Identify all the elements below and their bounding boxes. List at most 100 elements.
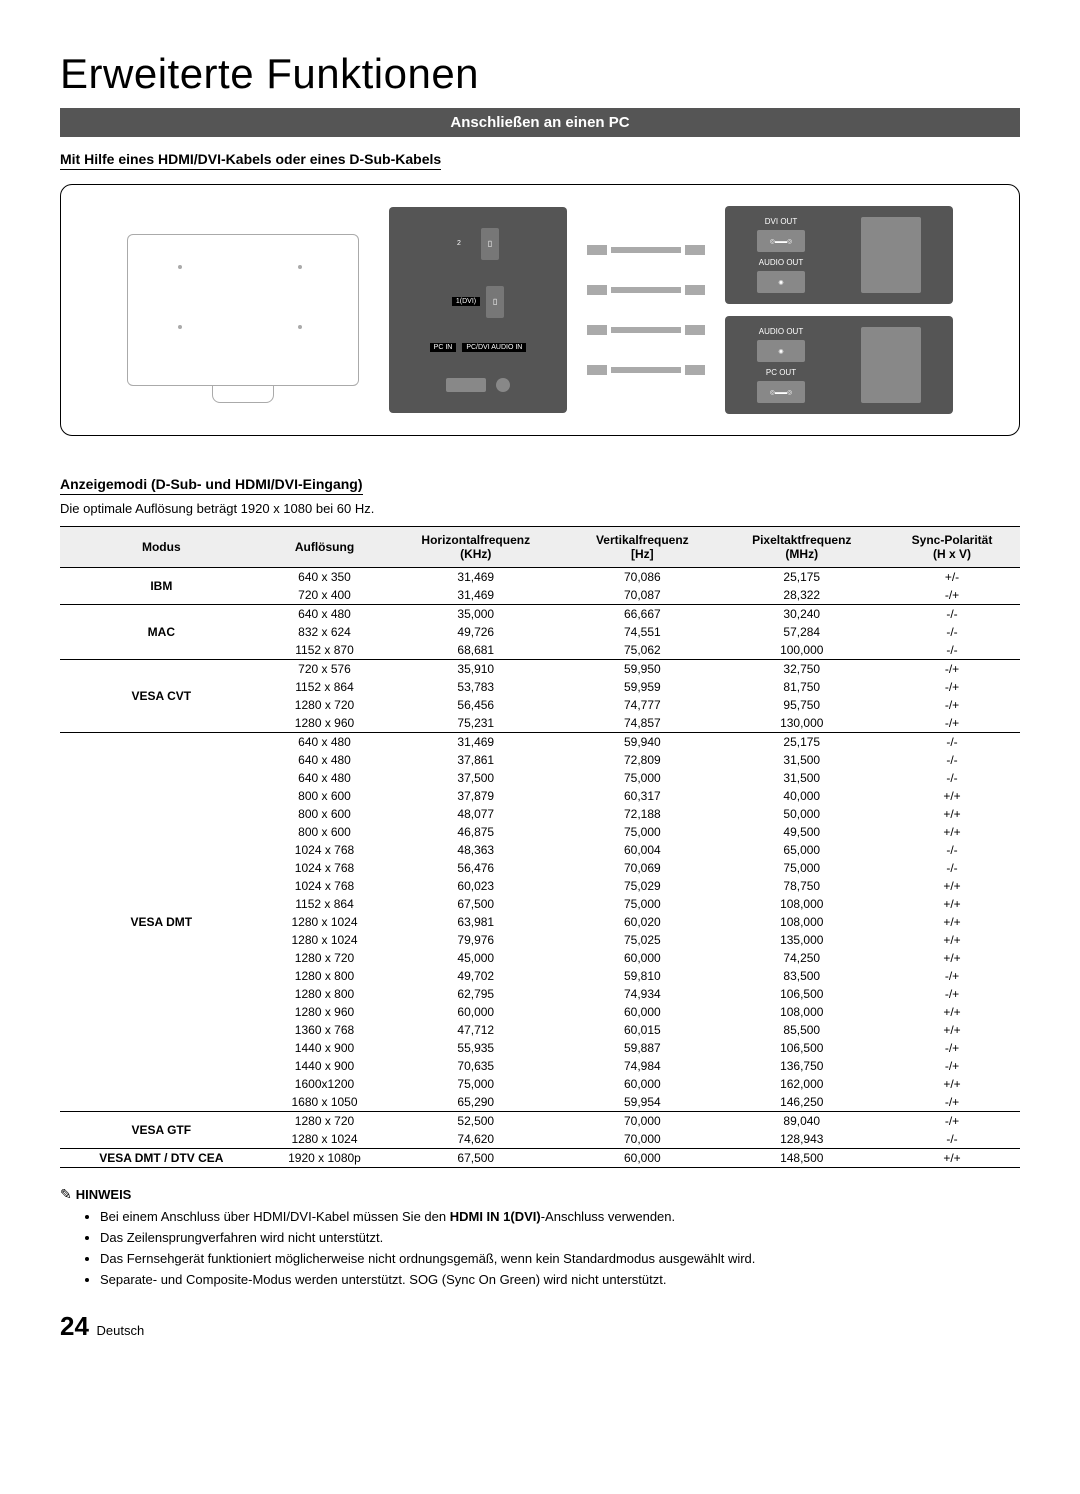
data-cell: 74,250 bbox=[719, 949, 884, 967]
data-cell: 75,062 bbox=[565, 641, 719, 660]
data-cell: -/+ bbox=[884, 714, 1020, 733]
mode-cell: VESA DMT bbox=[60, 733, 263, 1112]
data-cell: 1280 x 1024 bbox=[263, 913, 387, 931]
data-cell: 70,000 bbox=[565, 1130, 719, 1149]
hinweis-item: Das Zeilensprungverfahren wird nicht unt… bbox=[100, 1230, 1020, 1245]
data-cell: 75,025 bbox=[565, 931, 719, 949]
data-cell: 37,500 bbox=[386, 769, 565, 787]
mode-cell: VESA CVT bbox=[60, 660, 263, 733]
data-cell: 66,667 bbox=[565, 605, 719, 624]
data-cell: -/- bbox=[884, 841, 1020, 859]
data-cell: 25,175 bbox=[719, 568, 884, 587]
data-cell: 146,250 bbox=[719, 1093, 884, 1112]
data-cell: 72,809 bbox=[565, 751, 719, 769]
data-cell: 108,000 bbox=[719, 895, 884, 913]
data-cell: 60,000 bbox=[565, 1149, 719, 1168]
data-cell: 85,500 bbox=[719, 1021, 884, 1039]
data-cell: 45,000 bbox=[386, 949, 565, 967]
data-cell: 70,069 bbox=[565, 859, 719, 877]
data-cell: 74,777 bbox=[565, 696, 719, 714]
data-cell: 148,500 bbox=[719, 1149, 884, 1168]
data-cell: 74,984 bbox=[565, 1057, 719, 1075]
data-cell: 1152 x 870 bbox=[263, 641, 387, 660]
data-cell: 35,000 bbox=[386, 605, 565, 624]
data-cell: 25,175 bbox=[719, 733, 884, 752]
data-cell: 56,456 bbox=[386, 696, 565, 714]
data-cell: 35,910 bbox=[386, 660, 565, 679]
data-cell: -/+ bbox=[884, 1093, 1020, 1112]
data-cell: 70,086 bbox=[565, 568, 719, 587]
data-cell: 59,959 bbox=[565, 678, 719, 696]
connection-diagram: 2 ▯ 1(DVI) ▯ PC IN PC/DVI AUDIO IN bbox=[60, 184, 1020, 436]
data-cell: -/- bbox=[884, 623, 1020, 641]
data-cell: +/+ bbox=[884, 1075, 1020, 1093]
data-cell: 60,015 bbox=[565, 1021, 719, 1039]
dvi-port-icon: ▯ bbox=[486, 286, 504, 318]
pcin-label: PC IN bbox=[430, 343, 457, 352]
hinweis-block: ✎HINWEIS Bei einem Anschluss über HDMI/D… bbox=[60, 1186, 1020, 1287]
page: Erweiterte Funktionen Anschließen an ein… bbox=[0, 0, 1080, 1382]
data-cell: 60,317 bbox=[565, 787, 719, 805]
data-cell: 62,795 bbox=[386, 985, 565, 1003]
data-cell: 50,000 bbox=[719, 805, 884, 823]
data-cell: 1680 x 1050 bbox=[263, 1093, 387, 1112]
hinweis-label: HINWEIS bbox=[76, 1187, 132, 1202]
data-cell: +/+ bbox=[884, 949, 1020, 967]
data-cell: 1280 x 720 bbox=[263, 696, 387, 714]
data-cell: 48,077 bbox=[386, 805, 565, 823]
pc-out-label: PC OUT bbox=[766, 368, 796, 377]
data-cell: 74,551 bbox=[565, 623, 719, 641]
data-cell: 59,954 bbox=[565, 1093, 719, 1112]
data-cell: 1600x1200 bbox=[263, 1075, 387, 1093]
page-title: Erweiterte Funktionen bbox=[60, 50, 1020, 98]
data-cell: 60,000 bbox=[565, 1003, 719, 1021]
hinweis-item: Das Fernsehgerät funktioniert möglicherw… bbox=[100, 1251, 1020, 1266]
data-cell: 60,000 bbox=[565, 949, 719, 967]
col-pixclk: Pixeltaktfrequenz(MHz) bbox=[719, 527, 884, 568]
page-footer: 24 Deutsch bbox=[60, 1311, 1020, 1342]
data-cell: 108,000 bbox=[719, 913, 884, 931]
data-cell: 720 x 576 bbox=[263, 660, 387, 679]
table-row: IBM640 x 35031,46970,08625,175+/- bbox=[60, 568, 1020, 587]
data-cell: -/- bbox=[884, 641, 1020, 660]
mode-cell: MAC bbox=[60, 605, 263, 660]
data-cell: 1152 x 864 bbox=[263, 895, 387, 913]
data-cell: 800 x 600 bbox=[263, 787, 387, 805]
data-cell: 60,004 bbox=[565, 841, 719, 859]
hinweis-item: Bei einem Anschluss über HDMI/DVI-Kabel … bbox=[100, 1209, 1020, 1224]
data-cell: 60,023 bbox=[386, 877, 565, 895]
data-cell: 72,188 bbox=[565, 805, 719, 823]
data-cell: -/+ bbox=[884, 586, 1020, 605]
data-cell: 67,500 bbox=[386, 1149, 565, 1168]
data-cell: 59,810 bbox=[565, 967, 719, 985]
data-cell: -/+ bbox=[884, 985, 1020, 1003]
data-cell: 162,000 bbox=[719, 1075, 884, 1093]
data-cell: 60,000 bbox=[565, 1075, 719, 1093]
data-cell: 75,000 bbox=[565, 895, 719, 913]
optimal-resolution: Die optimale Auflösung beträgt 1920 x 10… bbox=[60, 501, 1020, 516]
data-cell: 74,934 bbox=[565, 985, 719, 1003]
pc-tower-icon bbox=[861, 327, 921, 403]
col-sync: Sync-Polarität(H x V) bbox=[884, 527, 1020, 568]
pc-box-bottom: AUDIO OUT◉ PC OUT◎▬▬◎ bbox=[725, 316, 953, 414]
data-cell: +/+ bbox=[884, 913, 1020, 931]
col-modus: Modus bbox=[60, 527, 263, 568]
data-cell: +/+ bbox=[884, 895, 1020, 913]
data-cell: 1152 x 864 bbox=[263, 678, 387, 696]
data-cell: +/+ bbox=[884, 931, 1020, 949]
data-cell: +/+ bbox=[884, 1149, 1020, 1168]
data-cell: 63,981 bbox=[386, 913, 565, 931]
data-cell: 74,620 bbox=[386, 1130, 565, 1149]
data-cell: -/+ bbox=[884, 678, 1020, 696]
data-cell: 78,750 bbox=[719, 877, 884, 895]
mode-cell: IBM bbox=[60, 568, 263, 605]
mode-cell: VESA DMT / DTV CEA bbox=[60, 1149, 263, 1168]
data-cell: +/+ bbox=[884, 823, 1020, 841]
data-cell: 1280 x 720 bbox=[263, 949, 387, 967]
data-cell: 59,950 bbox=[565, 660, 719, 679]
subhead-cable: Mit Hilfe eines HDMI/DVI-Kabels oder ein… bbox=[60, 151, 441, 170]
data-cell: 75,000 bbox=[719, 859, 884, 877]
data-cell: 640 x 480 bbox=[263, 733, 387, 752]
data-cell: 32,750 bbox=[719, 660, 884, 679]
data-cell: -/- bbox=[884, 769, 1020, 787]
